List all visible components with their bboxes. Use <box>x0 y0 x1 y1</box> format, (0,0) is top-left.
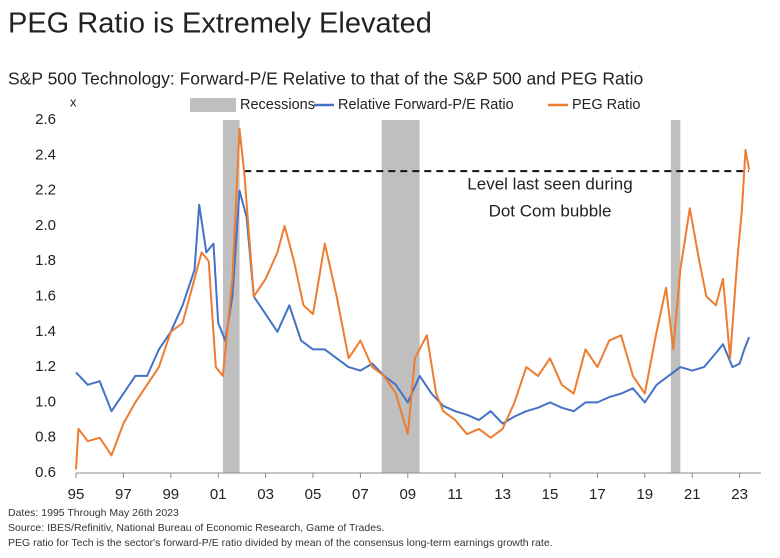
y-tick-label: 0.8 <box>35 429 56 446</box>
note: Dates: 1995 Through May 26th 2023 <box>8 507 179 519</box>
x-tick-label: 97 <box>115 486 132 503</box>
x-tick-label: 17 <box>589 486 606 503</box>
x-tick-label: 07 <box>352 486 369 503</box>
x-tick-label: 23 <box>731 486 748 503</box>
x-tick-label: 01 <box>210 486 227 503</box>
note: Source: IBES/Refinitiv, National Bureau … <box>8 522 384 534</box>
legend-label: PEG Ratio <box>572 97 641 113</box>
recession-band <box>670 120 681 473</box>
y-axis-label: x <box>70 94 77 109</box>
annotation: Dot Com bubble <box>489 201 612 220</box>
y-tick-label: 2.6 <box>35 111 56 128</box>
x-tick-label: 15 <box>542 486 559 503</box>
y-tick-label: 2.4 <box>35 146 56 163</box>
y-tick-label: 2.2 <box>35 182 56 199</box>
x-tick-label: 21 <box>684 486 701 503</box>
y-tick-label: 1.0 <box>35 393 56 410</box>
y-tick-label: 1.2 <box>35 358 56 375</box>
x-tick-label: 19 <box>636 486 653 503</box>
chart-title: PEG Ratio is Extremely Elevated <box>8 8 432 40</box>
annotation: Level last seen during <box>467 174 632 193</box>
line-series <box>75 189 751 425</box>
x-tick-label: 99 <box>162 486 179 503</box>
legend-label: Relative Forward-P/E Ratio <box>338 97 514 113</box>
x-tick-label: 13 <box>494 486 511 503</box>
x-tick-label: 11 <box>447 486 463 503</box>
x-tick-label: 09 <box>399 486 416 503</box>
recession-band <box>381 120 420 473</box>
y-tick-label: 1.6 <box>35 287 56 304</box>
x-tick-label: 03 <box>257 486 274 503</box>
y-tick-label: 1.8 <box>35 252 56 269</box>
x-tick-label: 95 <box>68 486 85 503</box>
x-tick-label: 05 <box>305 486 322 503</box>
y-tick-label: 0.6 <box>35 464 56 481</box>
line-series <box>75 127 751 470</box>
note: PEG ratio for Tech is the sector's forwa… <box>8 537 553 549</box>
y-tick-label: 1.4 <box>35 323 56 340</box>
legend-label: Recessions <box>240 97 315 113</box>
legend-swatch <box>190 98 236 112</box>
y-tick-label: 2.0 <box>35 217 56 234</box>
chart-subtitle: S&P 500 Technology: Forward-P/E Relative… <box>8 69 643 89</box>
